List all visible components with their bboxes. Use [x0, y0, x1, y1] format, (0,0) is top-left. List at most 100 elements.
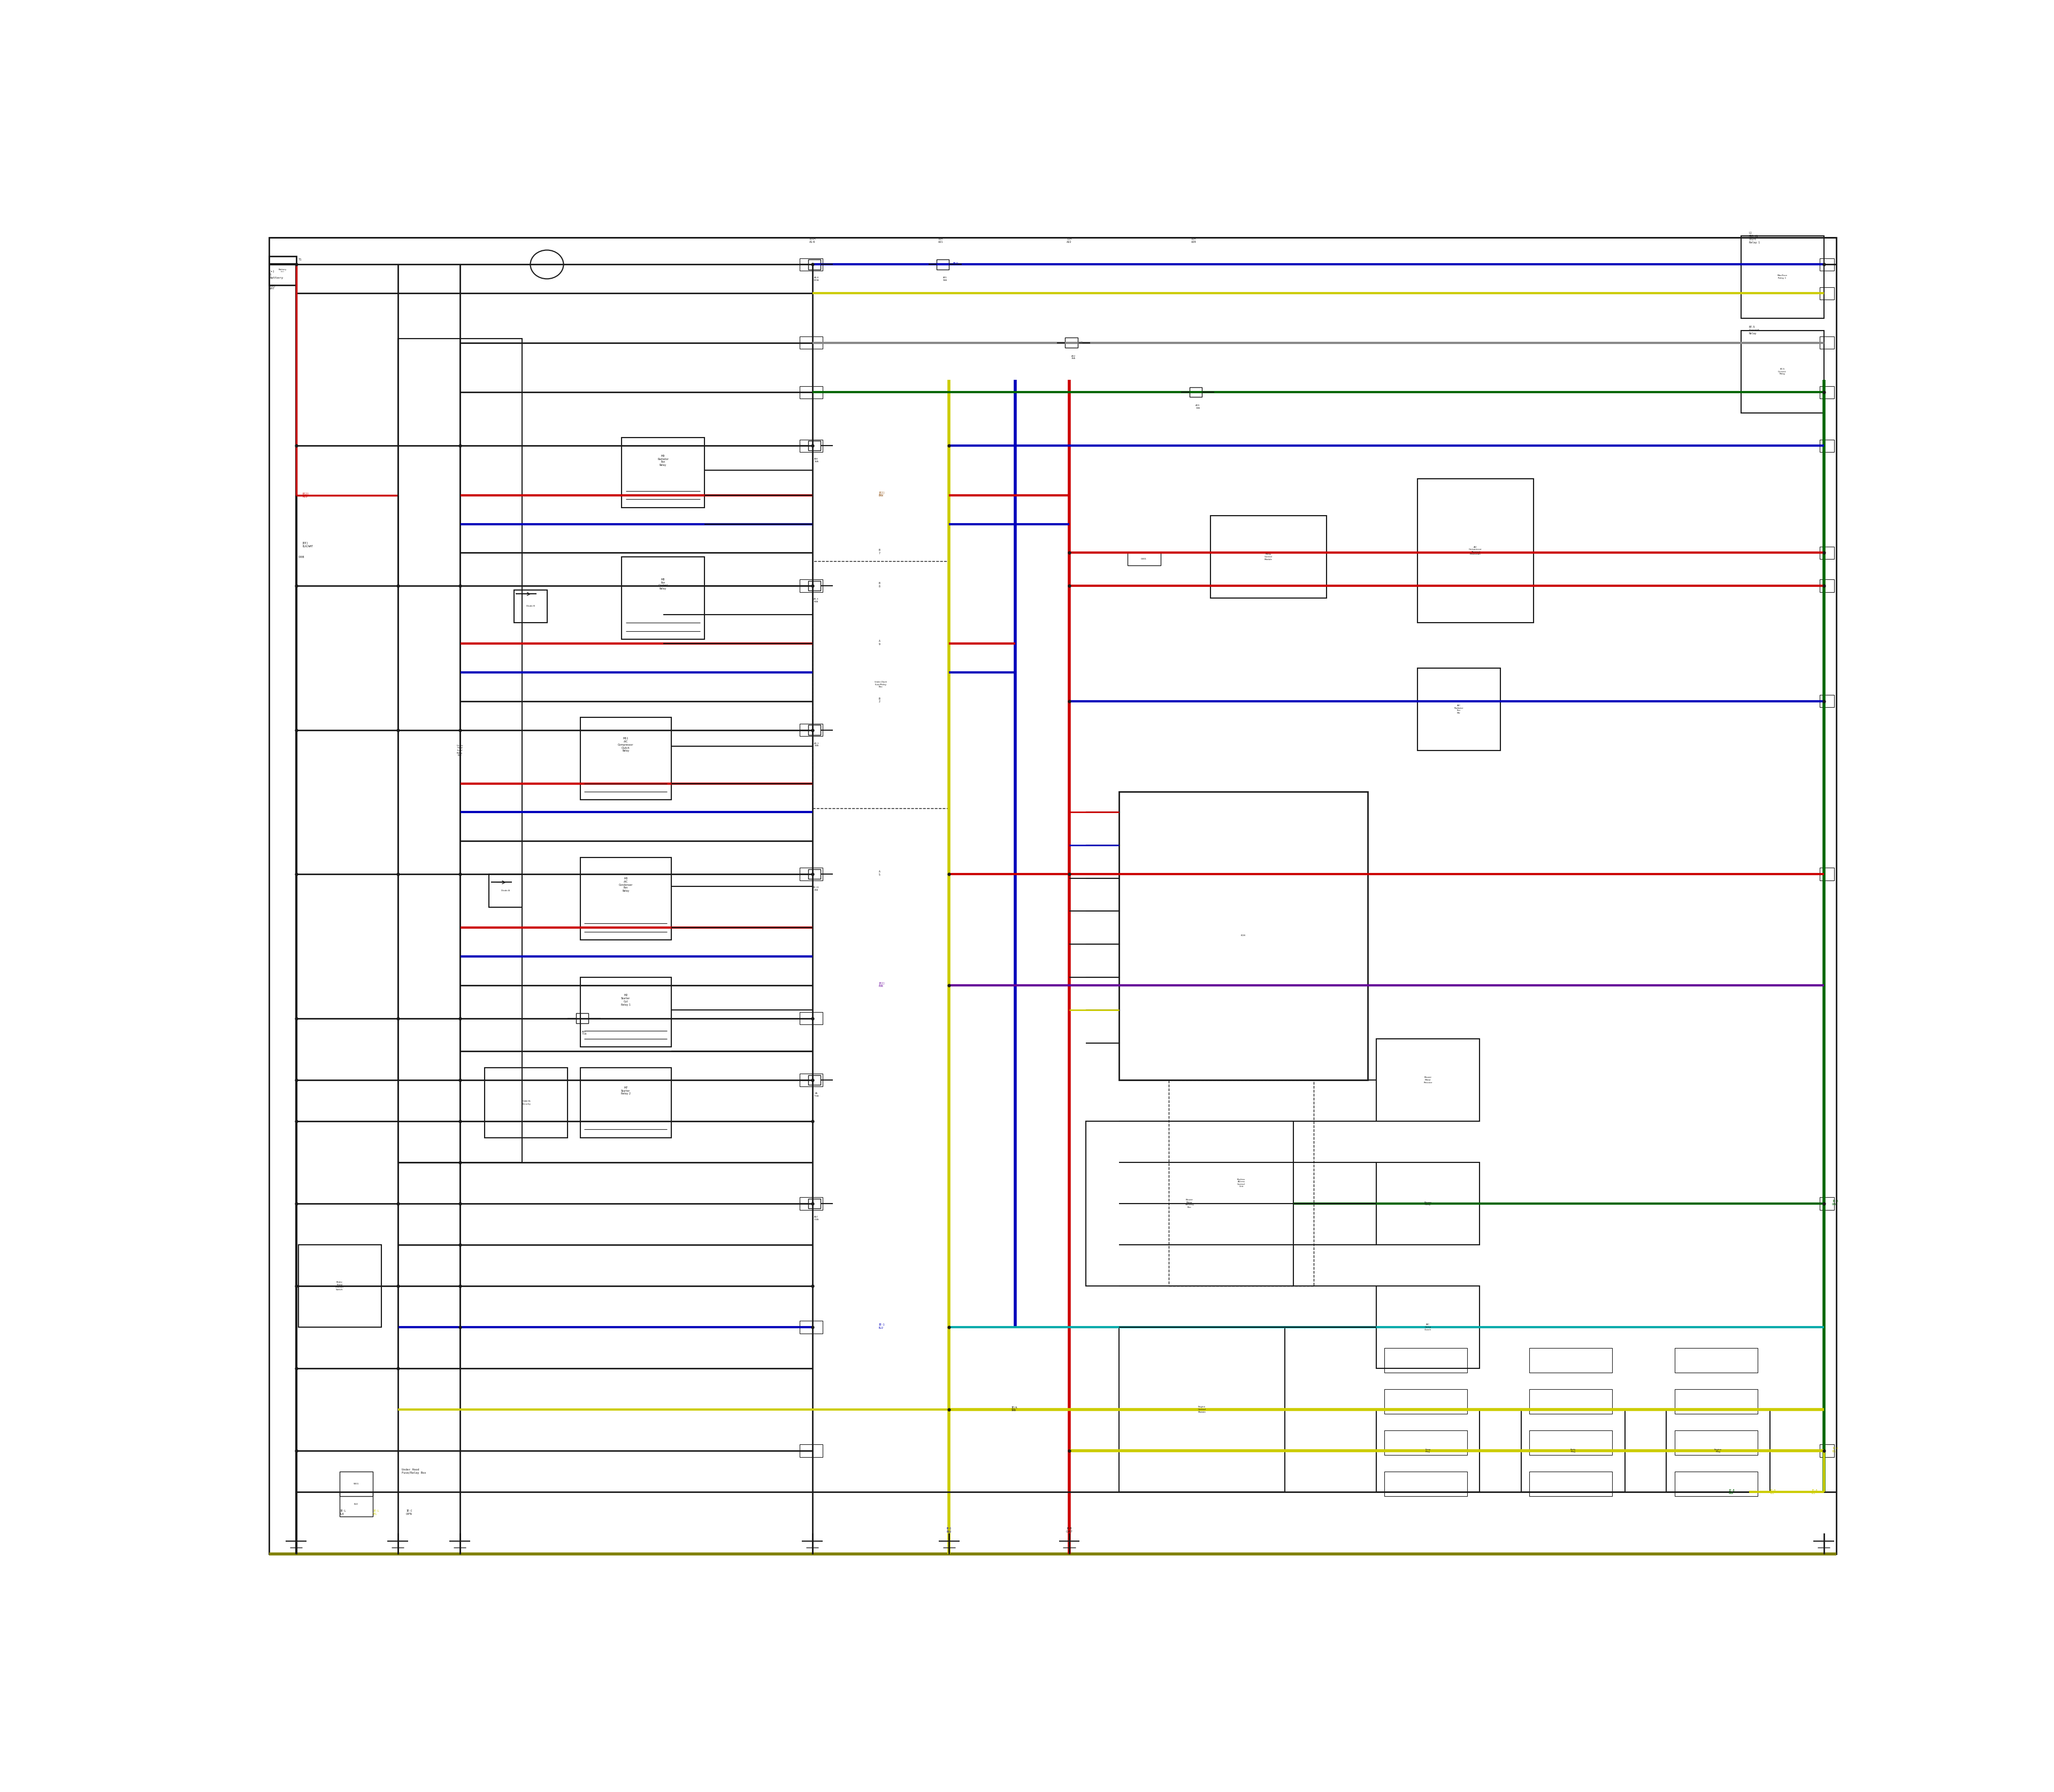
Bar	[1742, 330, 1824, 412]
Text: 10A
A29: 10A A29	[1191, 238, 1195, 244]
Text: IE-B
GRN: IE-B GRN	[1727, 1489, 1734, 1495]
Text: ELD: ELD	[353, 1503, 357, 1505]
Text: IE-1
BLU: IE-1 BLU	[947, 1527, 951, 1534]
Text: MaxiFuse
Relay 1: MaxiFuse Relay 1	[1777, 274, 1787, 280]
Bar	[1820, 1444, 1834, 1457]
Text: Engine
Plug: Engine Plug	[1715, 1448, 1721, 1453]
Bar	[1522, 1410, 1625, 1493]
Text: A2-1
50A: A2-1 50A	[813, 742, 820, 747]
Bar	[1820, 258, 1834, 271]
Bar	[579, 1068, 672, 1138]
Text: A/C
Radiator
Fan
Mtr: A/C Radiator Fan Mtr	[1454, 704, 1465, 713]
Text: [EJ]
PUR: [EJ] PUR	[879, 982, 885, 987]
Bar	[1530, 1348, 1612, 1373]
Bar	[1530, 1430, 1612, 1455]
Bar	[1066, 337, 1078, 348]
Bar	[1674, 1348, 1758, 1373]
Bar	[1820, 337, 1834, 349]
Text: Under Hood
Fuse/Relay Box: Under Hood Fuse/Relay Box	[403, 1468, 425, 1475]
Text: Under-Dash
Fuse/Relay
Box: Under-Dash Fuse/Relay Box	[875, 681, 887, 688]
Text: M3
A/C
Condenser
Fan
Relay: M3 A/C Condenser Fan Relay	[618, 878, 633, 892]
Bar	[799, 1444, 822, 1457]
Bar	[1384, 1389, 1467, 1414]
Text: A11
7.5A: A11 7.5A	[581, 1030, 587, 1036]
Bar	[1169, 1081, 1315, 1287]
Bar	[489, 874, 522, 907]
Text: T1: T1	[298, 258, 302, 262]
Text: Blower
Motor
Resistor: Blower Motor Resistor	[1423, 1077, 1432, 1084]
Text: Engine
Control
Module: Engine Control Module	[1197, 1407, 1206, 1414]
Text: IE-1
BLU: IE-1 BLU	[879, 1324, 885, 1330]
Bar	[339, 1493, 374, 1516]
Bar	[1128, 552, 1161, 564]
Text: M7
Starter
Relay 2: M7 Starter Relay 2	[620, 1086, 631, 1095]
Bar	[1376, 1163, 1479, 1245]
Bar	[807, 260, 820, 269]
Text: A2-11
20A: A2-11 20A	[813, 887, 820, 891]
Bar	[811, 561, 949, 808]
Text: Battery
(+): Battery (+)	[279, 269, 288, 272]
Bar	[807, 581, 820, 591]
Text: IE-L
BLK: IE-L BLK	[339, 1509, 345, 1516]
Bar	[622, 557, 705, 640]
Text: [EE]
BLK/WHT: [EE] BLK/WHT	[302, 541, 312, 547]
Text: Blower
Motor
Security
Box: Blower Motor Security Box	[1185, 1199, 1193, 1208]
Bar	[1376, 1410, 1479, 1493]
Bar	[799, 337, 822, 349]
Text: A/C
Comp
Clutch: A/C Comp Clutch	[1423, 1324, 1432, 1331]
Bar	[807, 726, 820, 735]
Bar	[1820, 695, 1834, 708]
Text: A17
1.5A: A17 1.5A	[813, 1217, 820, 1220]
Bar	[1820, 287, 1834, 299]
Bar	[937, 260, 949, 269]
Bar	[1674, 1430, 1758, 1455]
Text: Keyless
Access
Control
Unit: Keyless Access Control Unit	[1237, 1177, 1245, 1188]
Text: IE-8
YEL: IE-8 YEL	[1771, 1489, 1777, 1495]
Bar	[579, 858, 672, 941]
Text: S001: S001	[353, 1482, 359, 1486]
Bar	[1530, 1389, 1612, 1414]
Bar	[398, 339, 522, 1163]
Bar	[1189, 387, 1202, 398]
Bar	[1210, 516, 1327, 599]
Bar	[485, 1068, 567, 1138]
Bar	[579, 977, 672, 1047]
Text: Diode A: Diode A	[501, 889, 509, 892]
Text: IE/A
SRN: IE/A SRN	[1011, 1405, 1017, 1412]
Text: IE-8
YEL: IE-8 YEL	[1812, 1489, 1818, 1495]
Bar	[799, 1197, 822, 1210]
Text: M8
Fan
Control
Relay: M8 Fan Control Relay	[657, 579, 668, 590]
Bar	[1820, 867, 1834, 880]
Bar	[1820, 579, 1834, 591]
Bar	[1384, 1348, 1467, 1373]
Text: 16A
A21: 16A A21	[939, 238, 943, 244]
Text: (+)
1
Battery: (+) 1 Battery	[269, 271, 283, 280]
Text: Brake
Pedal
Position
Switch: Brake Pedal Position Switch	[335, 1281, 343, 1290]
Bar	[799, 867, 822, 880]
Bar	[799, 258, 822, 271]
Text: [EJ]
BRN: [EJ] BRN	[879, 491, 885, 496]
Text: IE-A
GRN: IE-A GRN	[1832, 1201, 1838, 1206]
Text: IE-C
C4FN: IE-C C4FN	[407, 1509, 413, 1516]
Text: BT-5
Current
Relay: BT-5 Current Relay	[1750, 326, 1760, 335]
Bar	[339, 1471, 374, 1496]
Bar	[807, 441, 820, 450]
Text: BLU: BLU	[953, 262, 959, 265]
Bar	[1674, 1471, 1758, 1496]
Bar	[1820, 439, 1834, 452]
Bar	[1674, 1389, 1758, 1414]
Text: IE-8
C487: IE-8 C487	[1066, 1527, 1072, 1534]
Text: YEL: YEL	[1011, 292, 1017, 294]
Bar	[799, 439, 822, 452]
Bar	[1376, 1039, 1479, 1122]
Bar	[1376, 1287, 1479, 1369]
Text: BT-5
Current
Relay: BT-5 Current Relay	[1779, 367, 1787, 375]
Text: M2
Starter
Cut
Relay 1: M2 Starter Cut Relay 1	[620, 995, 631, 1005]
Text: Under
Hood
Fuse/
Relay
Box: Under Hood Fuse/ Relay Box	[456, 744, 464, 756]
Text: Diode B: Diode B	[526, 606, 534, 607]
Bar	[298, 1245, 382, 1328]
Bar	[1119, 792, 1368, 1081]
Bar	[1820, 385, 1834, 398]
Bar	[807, 869, 820, 880]
Text: Blower
Relay: Blower Relay	[1423, 1201, 1432, 1206]
